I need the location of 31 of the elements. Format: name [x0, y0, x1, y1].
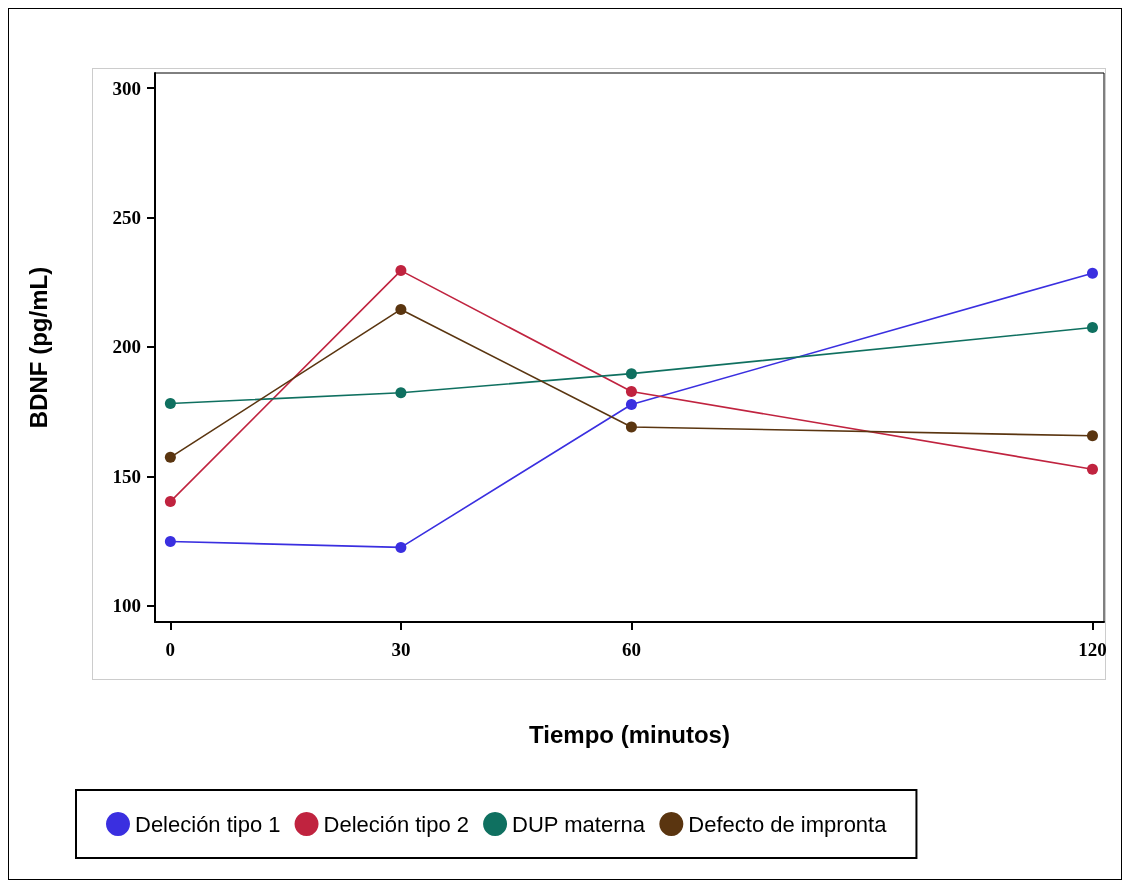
point — [164, 451, 176, 463]
y-tick-label: 250 — [112, 207, 141, 228]
point — [164, 496, 176, 508]
legend-label: DUP materna — [512, 811, 646, 837]
y-axis-title: BDNF (pg/mL) — [24, 266, 52, 429]
point — [395, 541, 407, 553]
y-tick-label: 200 — [112, 336, 141, 358]
point — [1086, 267, 1098, 279]
point — [164, 535, 176, 547]
x-tick-label: 0 — [165, 639, 176, 660]
legend-label: Defecto de impronta — [688, 811, 888, 837]
x-axis-title: Tiempo (minutos) — [529, 720, 730, 748]
y-tick-label: 150 — [112, 465, 141, 487]
point — [625, 368, 637, 380]
point — [395, 387, 407, 399]
y-tick-label: 300 — [112, 77, 141, 99]
point — [625, 421, 637, 433]
point — [1086, 430, 1098, 442]
legend-label: Deleción tipo 2 — [323, 811, 470, 837]
y-tick-label: 100 — [112, 595, 141, 617]
point — [1086, 463, 1098, 475]
x-tick-label: 60 — [621, 639, 641, 660]
point — [625, 386, 637, 398]
x-tick-label: 30 — [391, 639, 411, 660]
legend-label: Deleción tipo 1 — [135, 811, 281, 837]
x-tick-label: 120 — [1078, 639, 1107, 660]
point — [395, 303, 407, 315]
point — [395, 265, 407, 277]
point — [164, 397, 176, 409]
point — [1086, 322, 1098, 334]
point — [625, 398, 637, 410]
